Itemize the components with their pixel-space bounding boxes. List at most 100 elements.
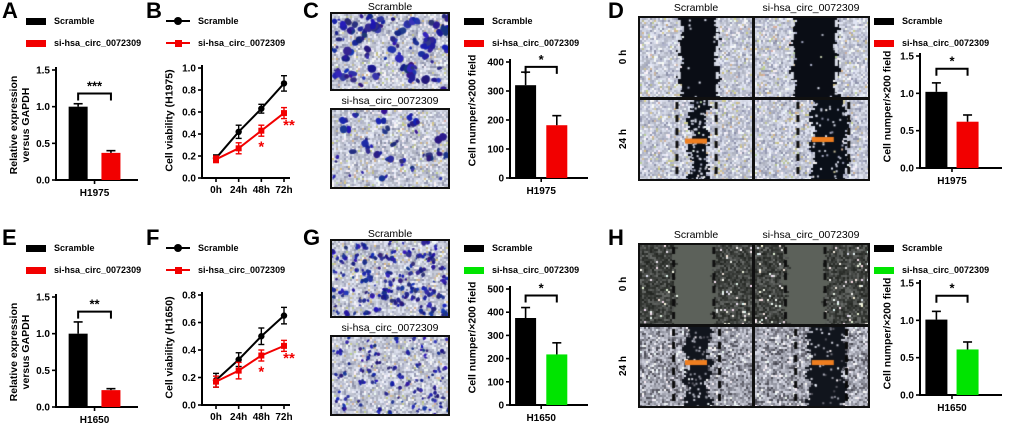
svg-text:0.0: 0.0 bbox=[900, 391, 914, 402]
transwell-image-si-h1650 bbox=[330, 335, 450, 416]
legend-row-si: si-hsa_circ_0072309 bbox=[26, 32, 141, 54]
svg-text:1.5: 1.5 bbox=[36, 66, 50, 77]
wound-image-0h-si-h1975 bbox=[753, 16, 870, 99]
svg-text:***: *** bbox=[87, 78, 103, 93]
si-swatch bbox=[464, 266, 484, 274]
panel-e-letter: E bbox=[2, 225, 17, 250]
wound-column-title-scramble: Scramble bbox=[673, 2, 719, 14]
line-chart-viability-h1650: 0.00.20.40.60.80h 24h 48h 72h*** bbox=[182, 291, 295, 424]
svg-text:*: * bbox=[539, 280, 545, 295]
transwell-image-si-h1975 bbox=[330, 108, 450, 189]
svg-text:1.0: 1.0 bbox=[36, 102, 50, 113]
scramble-swatch bbox=[26, 17, 46, 25]
bar-chart-expression-h1650: 0.0 0.5 1.0 1.5 H1650 ** bbox=[36, 293, 138, 426]
scramble-label: Scramble bbox=[902, 16, 943, 26]
svg-text:300: 300 bbox=[487, 87, 504, 98]
wound-row-label-0h: 0 h bbox=[618, 49, 629, 65]
panel-c-letter: C bbox=[303, 0, 319, 23]
panel-b-letter: B bbox=[146, 0, 162, 23]
svg-text:72h: 72h bbox=[275, 185, 292, 196]
scramble-label: Scramble bbox=[492, 243, 533, 253]
wound-image-24h-scramble-h1975 bbox=[638, 98, 754, 181]
svg-text:0.2: 0.2 bbox=[182, 152, 196, 163]
legend-panel-b: Scramble si-hsa_circ_0072309 bbox=[166, 10, 285, 54]
scramble-label: Scramble bbox=[54, 16, 95, 26]
si-label: si-hsa_circ_0072309 bbox=[54, 265, 142, 275]
legend-row-scramble: Scramble bbox=[26, 10, 141, 32]
si-label: si-hsa_circ_0072309 bbox=[492, 38, 580, 48]
panel-a-letter: A bbox=[2, 0, 18, 23]
svg-text:0.5: 0.5 bbox=[36, 139, 50, 150]
legend-panel-c: Scramble si-hsa_circ_0072309 bbox=[464, 10, 579, 54]
panel-d-letter: D bbox=[608, 0, 624, 23]
svg-text:1.5: 1.5 bbox=[900, 52, 914, 63]
bar-chart-migration-h1650: 0 100 200 300 400 500 H1650 * bbox=[487, 280, 588, 424]
legend-row-scramble: Scramble bbox=[874, 10, 989, 32]
legend-row-scramble: Scramble bbox=[464, 237, 579, 259]
svg-text:1.0: 1.0 bbox=[900, 316, 914, 327]
svg-text:H1650: H1650 bbox=[937, 403, 967, 414]
wound-image-0h-scramble-h1650 bbox=[638, 243, 754, 326]
svg-text:*: * bbox=[258, 364, 264, 381]
scramble-swatch bbox=[874, 17, 894, 25]
svg-text:0.0: 0.0 bbox=[36, 403, 50, 414]
si-label: si-hsa_circ_0072309 bbox=[198, 38, 286, 48]
svg-text:0.5: 0.5 bbox=[900, 353, 914, 364]
scramble-line-marker bbox=[166, 244, 190, 253]
wound-column-title-scramble: Scramble bbox=[673, 229, 719, 241]
si-swatch bbox=[874, 266, 894, 274]
svg-text:H1650: H1650 bbox=[526, 413, 556, 424]
legend-row-scramble: Scramble bbox=[26, 237, 141, 259]
legend-panel-d: Scramble si-hsa_circ_0072309 bbox=[874, 10, 989, 54]
svg-text:400: 400 bbox=[487, 308, 504, 319]
legend-row-si: si-hsa_circ_0072309 bbox=[464, 259, 579, 281]
y-axis-label-cellnumber-wound-h1650: Cell numper/×200 field bbox=[881, 277, 894, 390]
y-axis-label-viability-h1650: Cell viability (H1650) bbox=[163, 296, 176, 399]
si-label: si-hsa_circ_0072309 bbox=[198, 265, 286, 275]
si-line-marker bbox=[166, 39, 190, 48]
wound-row-label-0h: 0 h bbox=[618, 276, 629, 292]
transwell-title-si: si-hsa_circ_0072309 bbox=[341, 322, 439, 334]
wound-column-title-si: si-hsa_circ_0072309 bbox=[762, 229, 860, 241]
si-label: si-hsa_circ_0072309 bbox=[54, 38, 142, 48]
svg-text:0.4: 0.4 bbox=[182, 130, 196, 141]
svg-text:0.8: 0.8 bbox=[182, 86, 196, 97]
legend-row-scramble: Scramble bbox=[166, 10, 285, 32]
legend-row-scramble: Scramble bbox=[874, 237, 989, 259]
scramble-swatch bbox=[464, 17, 484, 25]
scramble-label: Scramble bbox=[902, 243, 943, 253]
svg-text:1.5: 1.5 bbox=[900, 279, 914, 290]
scramble-swatch bbox=[26, 244, 46, 252]
svg-text:H1650: H1650 bbox=[80, 415, 110, 426]
svg-text:0.4: 0.4 bbox=[182, 346, 196, 357]
scramble-label: Scramble bbox=[492, 16, 533, 26]
svg-text:0.2: 0.2 bbox=[182, 373, 196, 384]
svg-text:0.6: 0.6 bbox=[182, 108, 196, 119]
legend-panel-h: Scramble si-hsa_circ_0072309 bbox=[874, 237, 989, 281]
legend-row-si: si-hsa_circ_0072309 bbox=[26, 259, 141, 281]
y-axis-label-viability-h1975: Cell viability (H1975) bbox=[163, 69, 176, 172]
bar-chart-migration-h1975: 0 100 200 300 400 H1975 * bbox=[487, 52, 588, 197]
legend-panel-a: Scramble si-hsa_circ_0072309 bbox=[26, 10, 141, 54]
legend-row-scramble: Scramble bbox=[464, 10, 579, 32]
svg-text:1.5: 1.5 bbox=[36, 293, 50, 304]
legend-row-si: si-hsa_circ_0072309 bbox=[166, 32, 285, 54]
legend-panel-f: Scramble si-hsa_circ_0072309 bbox=[166, 237, 285, 281]
svg-text:0.0: 0.0 bbox=[182, 174, 196, 185]
wound-image-0h-si-h1650 bbox=[753, 243, 870, 326]
svg-text:0.0: 0.0 bbox=[182, 401, 196, 412]
wound-row-label-24h: 24 h bbox=[618, 356, 629, 377]
svg-text:H1975: H1975 bbox=[80, 188, 110, 199]
y-axis-label-cellnumber-wound-h1975: Cell numper/×200 field bbox=[881, 50, 894, 163]
wound-column-title-si: si-hsa_circ_0072309 bbox=[762, 2, 860, 14]
svg-text:0.5: 0.5 bbox=[900, 126, 914, 137]
svg-text:100: 100 bbox=[487, 377, 504, 388]
svg-text:400: 400 bbox=[487, 58, 504, 69]
legend-row-si: si-hsa_circ_0072309 bbox=[874, 32, 989, 54]
svg-text:0.8: 0.8 bbox=[182, 291, 196, 302]
svg-text:*: * bbox=[949, 281, 955, 296]
svg-text:H1975: H1975 bbox=[526, 186, 556, 197]
legend-row-si: si-hsa_circ_0072309 bbox=[874, 259, 989, 281]
si-swatch bbox=[464, 39, 484, 47]
si-swatch bbox=[26, 266, 46, 274]
